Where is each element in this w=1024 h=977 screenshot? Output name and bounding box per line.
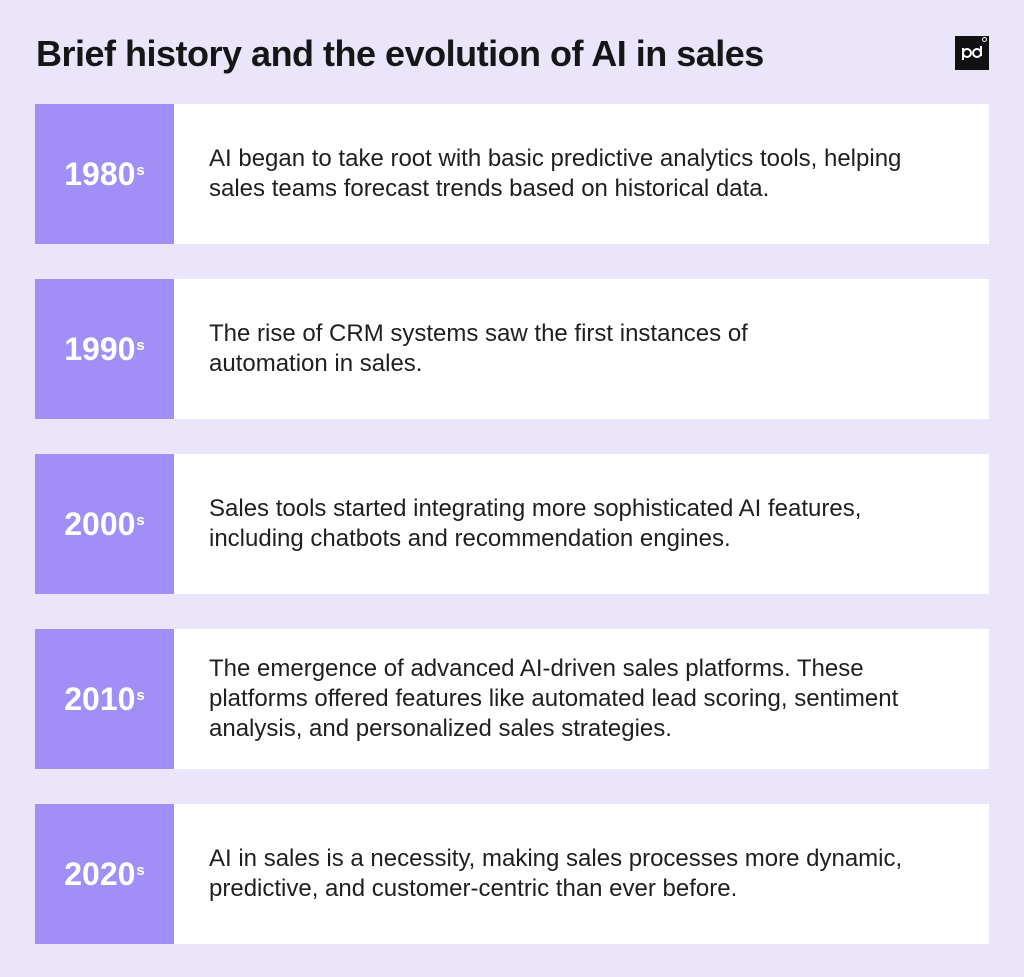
timeline: 1980 s AI began to take root with basic p… xyxy=(35,104,989,944)
decade-description: The emergence of advanced AI-driven sale… xyxy=(174,629,989,769)
description-text: AI began to take root with basic predict… xyxy=(209,145,902,202)
decade-description: The rise of CRM systems saw the first in… xyxy=(174,279,989,419)
timeline-row-1990s: 1990 s The rise of CRM systems saw the fi… xyxy=(35,279,989,419)
timeline-row-1980s: 1980 s AI began to take root with basic p… xyxy=(35,104,989,244)
decade-label: 1980 s xyxy=(35,104,174,244)
decade-suffix: s xyxy=(136,161,145,179)
decade-label: 1990 s xyxy=(35,279,174,419)
description-text: Sales tools started integrating more sop… xyxy=(209,495,862,552)
pd-logo-icon xyxy=(955,36,989,70)
decade-description: Sales tools started integrating more sop… xyxy=(174,454,989,594)
description-text: The emergence of advanced AI-driven sale… xyxy=(209,655,899,742)
decade-year: 1990 xyxy=(64,330,136,367)
page-title: Brief history and the evolution of AI in… xyxy=(36,33,764,74)
decade-year: 1980 xyxy=(64,155,136,192)
decade-year: 2020 xyxy=(64,855,136,892)
description-text: The rise of CRM systems saw the first in… xyxy=(209,320,748,377)
timeline-row-2020s: 2020 s AI in sales is a necessity, making… xyxy=(35,804,989,944)
registered-mark-icon xyxy=(982,37,987,42)
decade-suffix: s xyxy=(136,686,145,704)
timeline-row-2010s: 2010 s The emergence of advanced AI-drive… xyxy=(35,629,989,769)
decade-description: AI in sales is a necessity, making sales… xyxy=(174,804,989,944)
description-text: AI in sales is a necessity, making sales… xyxy=(209,845,903,902)
decade-year: 2000 xyxy=(64,505,136,542)
decade-year: 2010 xyxy=(64,680,136,717)
decade-label: 2020 s xyxy=(35,804,174,944)
decade-suffix: s xyxy=(136,336,145,354)
timeline-row-2000s: 2000 s Sales tools started integrating mo… xyxy=(35,454,989,594)
decade-label: 2000 s xyxy=(35,454,174,594)
decade-description: AI began to take root with basic predict… xyxy=(174,104,989,244)
decade-suffix: s xyxy=(136,861,145,879)
decade-label: 2010 s xyxy=(35,629,174,769)
decade-suffix: s xyxy=(136,511,145,529)
